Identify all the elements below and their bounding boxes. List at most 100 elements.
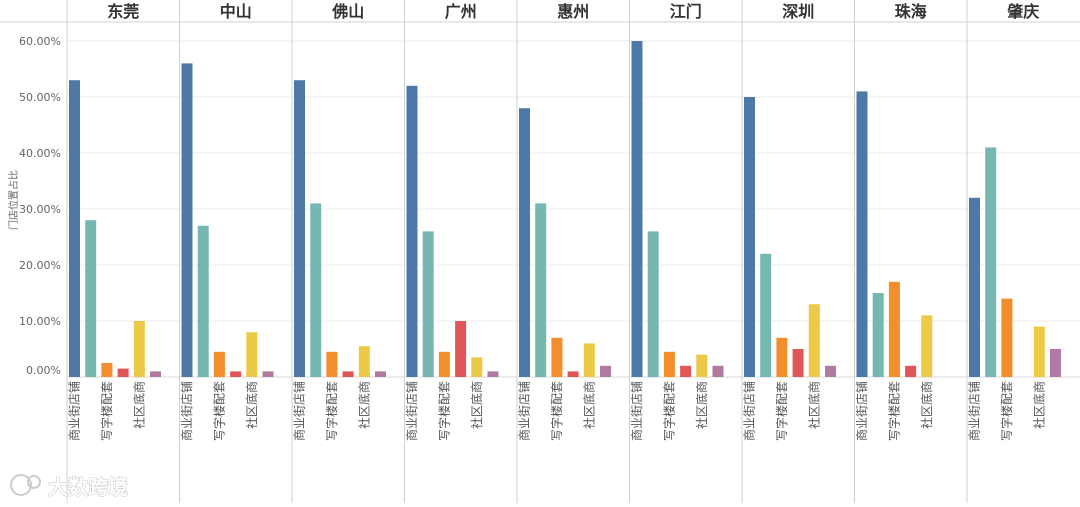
bar bbox=[1001, 298, 1013, 377]
bar bbox=[150, 371, 161, 377]
category-label: 社区底商 bbox=[694, 381, 709, 429]
bar bbox=[825, 365, 836, 377]
y-tick-label: 0.00% bbox=[26, 364, 61, 377]
category-label: 写字楼配套 bbox=[661, 381, 676, 441]
bar bbox=[551, 337, 563, 377]
category-label: 商业街店铺 bbox=[404, 381, 419, 441]
bar bbox=[326, 351, 338, 377]
y-tick-label: 40.00% bbox=[19, 147, 61, 160]
category-label: 写字楼配套 bbox=[549, 381, 564, 441]
bar bbox=[438, 351, 450, 377]
category-label: 社区底商 bbox=[581, 381, 596, 429]
bar bbox=[406, 85, 418, 378]
bar bbox=[712, 365, 724, 377]
category-label: 写字楼配套 bbox=[774, 381, 789, 441]
bar bbox=[1050, 349, 1061, 377]
bar bbox=[631, 41, 643, 377]
bar bbox=[872, 293, 884, 377]
panel-title: 深圳 bbox=[782, 2, 814, 21]
category-label: 商业街店铺 bbox=[517, 381, 532, 441]
bar bbox=[647, 231, 659, 377]
bar bbox=[600, 365, 611, 377]
category-label: 商业街店铺 bbox=[854, 381, 869, 441]
bar bbox=[422, 231, 434, 377]
bar bbox=[358, 346, 370, 377]
watermark-text: 大数跨境 bbox=[48, 475, 128, 499]
category-label: 社区底商 bbox=[1031, 381, 1046, 429]
category-label: 商业街店铺 bbox=[967, 381, 982, 441]
category-label: 写字楼配套 bbox=[324, 381, 339, 441]
category-label: 写字楼配套 bbox=[436, 381, 451, 441]
category-label: 商业街店铺 bbox=[629, 381, 644, 441]
category-label: 商业街店铺 bbox=[179, 381, 194, 441]
panel-title: 肇庆 bbox=[1006, 2, 1039, 21]
category-label: 写字楼配套 bbox=[211, 381, 226, 441]
watermark-logo-dot-icon bbox=[27, 475, 41, 489]
panel-title: 东莞 bbox=[107, 2, 139, 21]
y-tick-label: 60.00% bbox=[19, 35, 61, 48]
bar bbox=[985, 147, 997, 377]
bar bbox=[696, 354, 708, 377]
bar bbox=[856, 91, 868, 378]
y-tick-label: 50.00% bbox=[19, 91, 61, 104]
bar bbox=[133, 321, 145, 377]
bar bbox=[487, 371, 499, 377]
category-label: 社区底商 bbox=[919, 381, 934, 429]
bar bbox=[455, 321, 467, 377]
bar bbox=[583, 343, 595, 377]
bar bbox=[744, 97, 755, 377]
bar bbox=[246, 332, 258, 377]
category-label: 商业街店铺 bbox=[67, 381, 82, 441]
bar bbox=[230, 371, 242, 377]
bar bbox=[535, 203, 547, 377]
y-tick-label: 10.00% bbox=[19, 315, 61, 328]
y-tick-label: 20.00% bbox=[19, 259, 61, 272]
bar bbox=[680, 365, 692, 377]
category-label: 商业街店铺 bbox=[742, 381, 757, 441]
bar bbox=[760, 253, 772, 377]
watermark-logo-icon bbox=[10, 474, 32, 496]
bar bbox=[921, 315, 933, 377]
category-label: 社区底商 bbox=[356, 381, 371, 429]
category-label: 社区底商 bbox=[806, 381, 821, 429]
bar bbox=[213, 351, 225, 377]
panel-title: 珠海 bbox=[895, 2, 927, 21]
bar bbox=[792, 349, 804, 377]
category-label: 写字楼配套 bbox=[99, 381, 114, 441]
bar bbox=[888, 281, 900, 377]
category-label: 写字楼配套 bbox=[886, 381, 901, 441]
bar bbox=[905, 365, 917, 377]
bar bbox=[69, 80, 80, 377]
bar bbox=[519, 108, 530, 377]
bar bbox=[342, 371, 354, 377]
bar bbox=[808, 304, 820, 377]
bar bbox=[181, 63, 193, 378]
bar bbox=[663, 351, 675, 377]
bar bbox=[310, 203, 322, 377]
bar bbox=[471, 357, 483, 377]
panel-title: 惠州 bbox=[557, 2, 589, 21]
watermark: 大数跨境 bbox=[10, 474, 128, 499]
category-label: 社区底商 bbox=[469, 381, 484, 429]
bar bbox=[294, 80, 305, 377]
panel-title: 佛山 bbox=[331, 2, 364, 21]
bar bbox=[1033, 326, 1045, 377]
y-tick-label: 30.00% bbox=[19, 203, 61, 216]
bar bbox=[969, 197, 980, 377]
bar bbox=[776, 337, 788, 377]
category-label: 社区底商 bbox=[131, 381, 146, 429]
category-label: 社区底商 bbox=[244, 381, 259, 429]
bar bbox=[375, 371, 386, 377]
